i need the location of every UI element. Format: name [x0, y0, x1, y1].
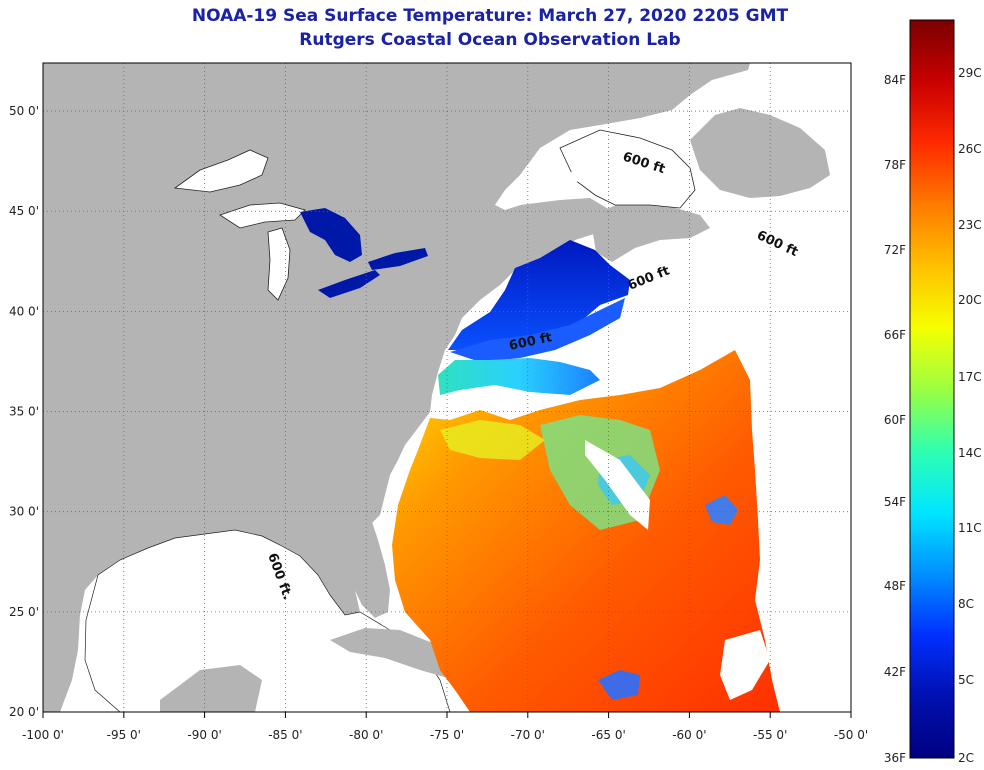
james-bay — [173, 149, 269, 193]
colorbar-c-label: 26C — [958, 142, 982, 156]
map-title: NOAA-19 Sea Surface Temperature: March 2… — [191, 6, 789, 26]
cloud-gap-1 — [585, 440, 650, 530]
latitude-tick-label: 45 0' — [9, 204, 39, 218]
colorbar-f-label: 36F — [884, 751, 906, 765]
latitude-tick-label: 20 0' — [9, 705, 39, 719]
longitude-tick-label: -100 0' — [22, 728, 64, 742]
longitude-tick-label: -85 0' — [268, 728, 302, 742]
colorbar-c-label: 14C — [958, 446, 982, 460]
colorbar-c-label: 5C — [958, 673, 974, 687]
latitude-axis: 50 0' 45 0' 40 0' 35 0' 30 0' 25 0' 20 0' — [9, 104, 39, 719]
colorbar-c-label: 20C — [958, 293, 982, 307]
lake-superior — [219, 202, 306, 229]
latitude-tick-label: 35 0' — [9, 405, 39, 419]
latitude-tick-label: 40 0' — [9, 304, 39, 318]
map-subtitle: Rutgers Coastal Ocean Observation Lab — [299, 30, 681, 50]
colorbar-c-label: 23C — [958, 218, 982, 232]
sst-cool-patch-south — [598, 670, 640, 700]
maritimes-land — [590, 200, 710, 262]
sst-yellow-band — [440, 420, 545, 460]
colorbar-f-label: 84F — [884, 73, 906, 87]
colorbar-f-label: 78F — [884, 158, 906, 172]
longitude-tick-label: -50 0' — [834, 728, 868, 742]
north-america-land — [43, 63, 750, 712]
colorbar-f-label: 72F — [884, 243, 906, 257]
longitude-tick-label: -95 0' — [107, 728, 141, 742]
colorbar-c-label: 17C — [958, 370, 982, 384]
cloud-gap-2 — [720, 630, 770, 700]
graticule — [43, 63, 851, 712]
colorbar-c-label: 8C — [958, 597, 974, 611]
latitude-tick-label: 30 0' — [9, 505, 39, 519]
colorbar-c-label: 29C — [958, 66, 982, 80]
cuba-land — [330, 628, 470, 680]
colorbar-f-label: 66F — [884, 328, 906, 342]
gulf-of-mexico — [84, 529, 451, 712]
latitude-tick-label: 50 0' — [9, 104, 39, 118]
colorbar-fahrenheit-labels: 84F 78F 72F 66F 60F 54F 48F 42F 36F — [884, 73, 906, 765]
florida-land — [330, 520, 390, 618]
colorbar-c-label: 2C — [958, 751, 974, 765]
sst-gulf-of-maine — [448, 240, 630, 350]
st-lawrence-river — [495, 170, 585, 210]
lake-michigan — [267, 227, 291, 301]
sst-georges-bank — [450, 298, 625, 362]
longitude-tick-label: -70 0' — [511, 728, 545, 742]
colorbar-scale — [909, 19, 955, 759]
colorbar-f-label: 54F — [884, 495, 906, 509]
longitude-tick-label: -80 0' — [349, 728, 383, 742]
lake-ontario — [368, 248, 428, 270]
sst-slope-water — [438, 358, 600, 395]
newfoundland-land — [690, 108, 830, 198]
longitude-axis: -100 0' -95 0' -90 0' -85 0' -80 0' -75 0' -70… — [22, 712, 868, 742]
colorbar-c-label: 11C — [958, 521, 982, 535]
gulf-st-lawrence — [559, 129, 696, 209]
colorbar-f-label: 42F — [884, 665, 906, 679]
colorbar-f-label: 60F — [884, 413, 906, 427]
longitude-tick-label: -65 0' — [591, 728, 625, 742]
longitude-tick-label: -55 0' — [753, 728, 787, 742]
yucatan-land — [160, 665, 262, 712]
colorbar-f-label: 48F — [884, 579, 906, 593]
colorbar-celsius-labels: 29C 26C 23C 20C 17C 14C 11C 8C 5C 2C — [958, 66, 982, 765]
lake-erie — [318, 270, 380, 298]
longitude-tick-label: -75 0' — [430, 728, 464, 742]
latitude-tick-label: 25 0' — [9, 605, 39, 619]
longitude-tick-label: -90 0' — [187, 728, 221, 742]
longitude-tick-label: -60 0' — [672, 728, 706, 742]
sst-cool-patch-east — [705, 495, 738, 525]
lake-huron — [300, 208, 362, 262]
